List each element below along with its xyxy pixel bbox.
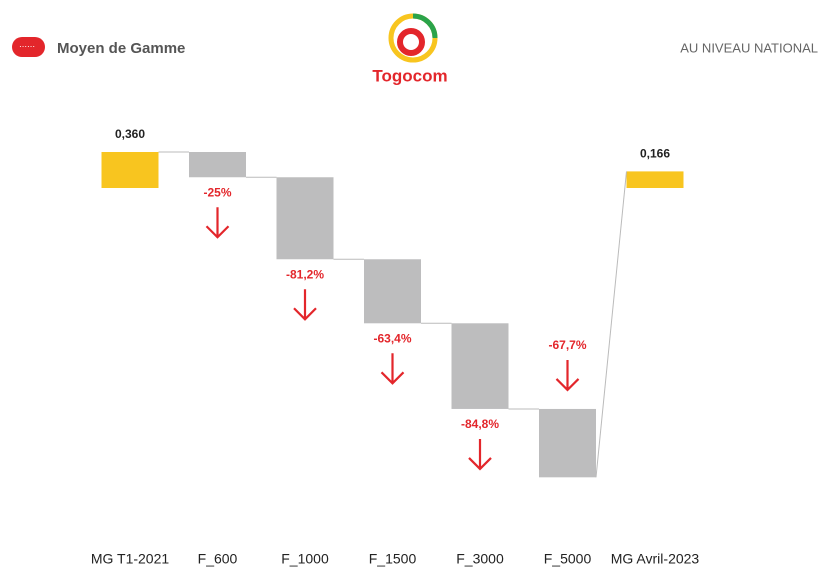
down-arrow bbox=[380, 353, 405, 385]
step-bar bbox=[364, 259, 421, 324]
down-arrow bbox=[205, 207, 230, 239]
header-icon-dots: ⋯⋯ bbox=[19, 42, 35, 51]
value-label: 0,166 bbox=[640, 147, 670, 161]
category-label: MG Avril-2023 bbox=[611, 551, 700, 567]
total-bar bbox=[626, 171, 684, 188]
waterfall-chart: MG T1-2021 0,360 F_600 -25% F_1000 -81,2% F_15… bbox=[91, 127, 700, 567]
header-title: Moyen de Gamme bbox=[57, 40, 185, 57]
connector bbox=[595, 171, 627, 478]
down-arrow bbox=[293, 289, 317, 321]
step-bar bbox=[539, 408, 596, 478]
category-label: F_3000 bbox=[456, 551, 504, 567]
logo-text: Togocom bbox=[372, 66, 447, 85]
total-bar bbox=[101, 152, 159, 188]
step-bar bbox=[276, 177, 334, 260]
change-label: -81,2% bbox=[286, 267, 324, 281]
down-arrow bbox=[468, 438, 492, 471]
change-label: -84,8% bbox=[461, 417, 499, 431]
change-label: -67,7% bbox=[548, 338, 586, 352]
category-label: F_1000 bbox=[281, 551, 329, 567]
category-label: F_5000 bbox=[544, 551, 592, 567]
logo-mark bbox=[388, 13, 438, 63]
scope-label: AU NIVEAU NATIONAL bbox=[680, 40, 818, 55]
step-bar bbox=[189, 152, 246, 178]
step-bar bbox=[451, 323, 509, 409]
change-label: -63,4% bbox=[373, 331, 411, 345]
category-label: F_600 bbox=[198, 551, 238, 567]
category-label: MG T1-2021 bbox=[91, 551, 170, 567]
value-label: 0,360 bbox=[115, 127, 145, 141]
change-label: -25% bbox=[203, 185, 231, 199]
down-arrow bbox=[555, 359, 580, 392]
category-label: F_1500 bbox=[369, 551, 417, 567]
header-icon bbox=[12, 37, 45, 57]
